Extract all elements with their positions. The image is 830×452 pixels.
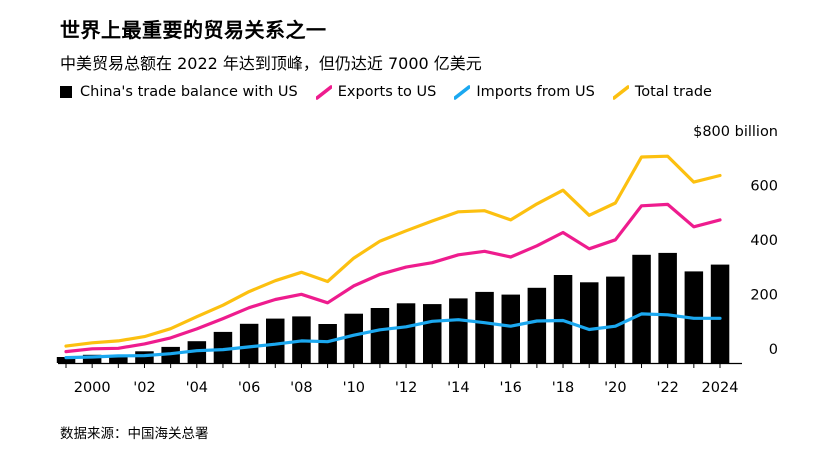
legend-swatch-line: [454, 85, 471, 100]
legend-label: Total trade: [634, 84, 712, 100]
legend-swatch-line: [315, 85, 332, 100]
bar-2010: [344, 313, 363, 363]
x-tick-label: '18: [552, 380, 574, 396]
bar-1999: [56, 357, 76, 363]
x-tick-label: '06: [238, 380, 260, 396]
y-tick-label: 0: [769, 342, 778, 358]
x-tick-label: 2000: [74, 380, 111, 396]
bar-series: [56, 252, 730, 363]
series-line-total-trade: [64, 154, 722, 348]
bar-2016: [501, 294, 520, 363]
legend-item-exports: Exports to US: [315, 84, 437, 100]
x-axis: 2000 '02 '04 '06 '08 '10 '12 '14 '16 '18 '20 '22 202…: [58, 362, 742, 396]
bar-2014: [449, 298, 468, 363]
bar-2011: [370, 308, 390, 363]
bar-2019: [580, 282, 599, 363]
x-tick-label: '08: [290, 380, 312, 396]
bar-2017: [527, 287, 547, 363]
bar-2009: [318, 324, 337, 363]
x-tick-label: '02: [133, 380, 155, 396]
legend-swatch-bar: [60, 86, 72, 98]
legend-label: Imports from US: [476, 84, 595, 100]
x-tick-label: '22: [656, 380, 678, 396]
bar-2012: [396, 303, 416, 363]
bar-2007: [266, 318, 285, 363]
x-tick-label: '12: [395, 380, 417, 396]
legend-item-trade-balance: China's trade balance with US: [60, 84, 298, 100]
y-tick-label: 200: [750, 288, 778, 304]
legend-label: China's trade balance with US: [80, 84, 298, 100]
y-tick-label: $800 billion: [693, 124, 778, 140]
y-tick-label: 600: [750, 179, 778, 195]
chart-subtitle: 中美贸易总额在 2022 年达到顶峰，但仍达近 7000 亿美元: [60, 54, 482, 73]
bar-2022: [658, 252, 677, 363]
chart-title: 世界上最重要的贸易关系之一: [60, 18, 327, 42]
legend: China's trade balance with US Exports to…: [60, 82, 730, 102]
legend-item-imports: Imports from US: [454, 84, 595, 100]
bar-2015: [475, 291, 494, 363]
x-tick-label: '10: [343, 380, 365, 396]
bar-2001: [109, 355, 128, 363]
x-tick-label: '04: [186, 380, 208, 396]
y-tick-label: 400: [750, 233, 778, 249]
source-note: 数据来源：中国海关总署: [60, 426, 209, 442]
series-line-exports-to-us: [64, 202, 722, 354]
legend-swatch-line: [612, 85, 629, 100]
bar-2000: [82, 354, 102, 363]
x-tick-label: '14: [447, 380, 469, 396]
x-tick-label: 2024: [702, 380, 739, 396]
bar-2006: [239, 323, 259, 363]
line-series: [64, 154, 722, 360]
bar-2020: [606, 276, 625, 363]
x-tick-label: '20: [604, 380, 626, 396]
series-line-imports-from-us: [64, 312, 722, 360]
bar-2021: [632, 254, 651, 363]
bar-2013: [423, 304, 442, 363]
y-axis: 0 200 400 600 $800 billion: [693, 124, 778, 358]
bar-2024: [710, 264, 730, 363]
legend-item-total: Total trade: [612, 84, 712, 100]
legend-label: Exports to US: [337, 84, 437, 100]
bar-2005: [213, 331, 233, 363]
x-tick-label: '16: [499, 380, 521, 396]
